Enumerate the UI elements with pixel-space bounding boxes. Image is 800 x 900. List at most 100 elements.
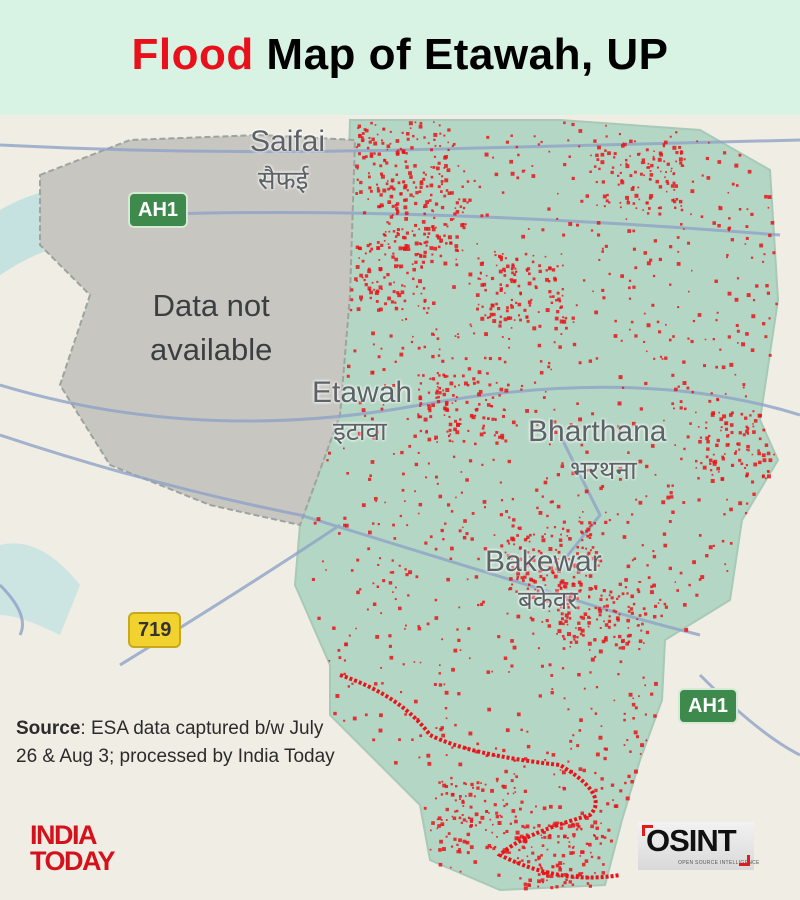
flood-pixel [514,819,518,824]
flood-pixel [761,453,766,458]
flood-pixel [773,453,775,456]
flood-pixel [630,611,634,615]
flood-pixel [400,450,404,455]
flood-pixel [555,548,558,551]
flood-pixel [468,792,473,797]
flood-pixel [474,575,479,579]
flood-pixel [752,299,756,302]
flood-pixel [540,552,543,555]
flood-pixel [546,848,549,851]
flood-pixel [758,413,762,417]
flood-pixel [499,513,504,517]
flood-pixel [623,712,626,715]
flood-pixel [372,522,375,525]
flood-pixel [436,441,438,443]
flood-pixel [580,811,585,816]
flood-pixel [650,585,654,589]
flood-pixel [542,396,546,399]
flood-pixel [459,649,462,651]
flood-pixel [653,714,657,718]
flood-pixel [670,170,672,172]
flood-pixel [361,259,365,263]
flood-pixel [690,339,694,344]
flood-pixel [631,559,634,562]
flood-pixel [697,426,700,428]
source-note: Source: ESA data captured b/w July 26 & … [16,715,336,771]
flood-pixel [598,609,603,613]
flood-pixel [676,236,680,239]
flood-pixel [557,558,560,560]
flood-pixel [441,780,444,783]
flood-pixel [516,577,519,581]
flood-pixel [695,411,697,414]
flood-pixel [354,277,358,281]
flood-pixel [767,474,771,479]
flood-pixel [505,140,509,144]
flood-pixel [485,754,489,758]
flood-pixel [490,405,493,408]
flood-pixel [652,554,657,559]
flood-pixel [586,553,590,557]
flood-pixel [563,834,567,839]
flood-pixel [752,430,756,434]
flood-pixel [379,193,383,197]
flood-pixel [666,162,670,166]
flood-pixel [493,434,496,437]
flood-pixel [647,162,650,165]
flood-pixel [358,133,361,137]
flood-pixel [527,300,532,304]
flood-pixel [466,832,471,837]
flood-pixel [504,388,509,393]
flood-pixel [495,302,498,306]
flood-pixel [464,357,468,361]
flood-pixel [495,441,499,445]
flood-pixel [404,628,406,630]
flood-pixel [385,161,389,165]
flood-pixel [500,815,503,818]
flood-pixel [531,438,535,442]
flood-pixel [619,660,623,664]
flood-pixel [645,464,649,469]
flood-pixel [405,165,409,169]
flood-pixel [437,395,440,399]
flood-pixel [646,564,649,567]
flood-pixel [469,823,473,827]
flood-pixel [613,334,618,338]
flood-pixel [764,335,768,339]
flood-pixel [360,138,365,142]
flood-pixel [502,267,506,272]
flood-pixel [322,560,324,563]
flood-pixel [389,194,394,199]
flood-pixel [425,476,428,479]
flood-pixel [620,144,625,148]
flood-pixel [381,141,385,145]
flood-pixel [461,249,464,252]
flood-pixel [438,348,441,351]
flood-pixel [531,851,535,855]
flood-pixel [404,217,408,221]
flood-pixel [376,246,381,250]
flood-pixel [557,583,561,588]
flood-pixel [379,269,382,272]
flood-pixel [532,326,537,331]
flood-pixel [495,777,499,781]
flood-pixel [559,306,562,309]
flood-pixel [523,886,528,891]
flood-pixel [600,787,604,790]
flood-pixel [551,295,555,298]
flood-pixel [431,403,435,408]
flood-pixel [541,538,546,543]
flood-pixel [581,850,585,854]
flood-pixel [423,345,427,349]
flood-pixel [443,194,447,198]
flood-pixel [762,260,765,263]
flood-pixel [499,283,502,286]
flood-pixel [441,175,444,178]
flood-pixel [462,535,467,540]
flood-pixel [392,230,396,233]
flood-pixel [643,174,645,177]
flood-pixel [767,471,770,473]
flood-pixel [745,425,748,428]
flood-pixel [382,368,386,372]
flood-pixel [674,581,677,583]
